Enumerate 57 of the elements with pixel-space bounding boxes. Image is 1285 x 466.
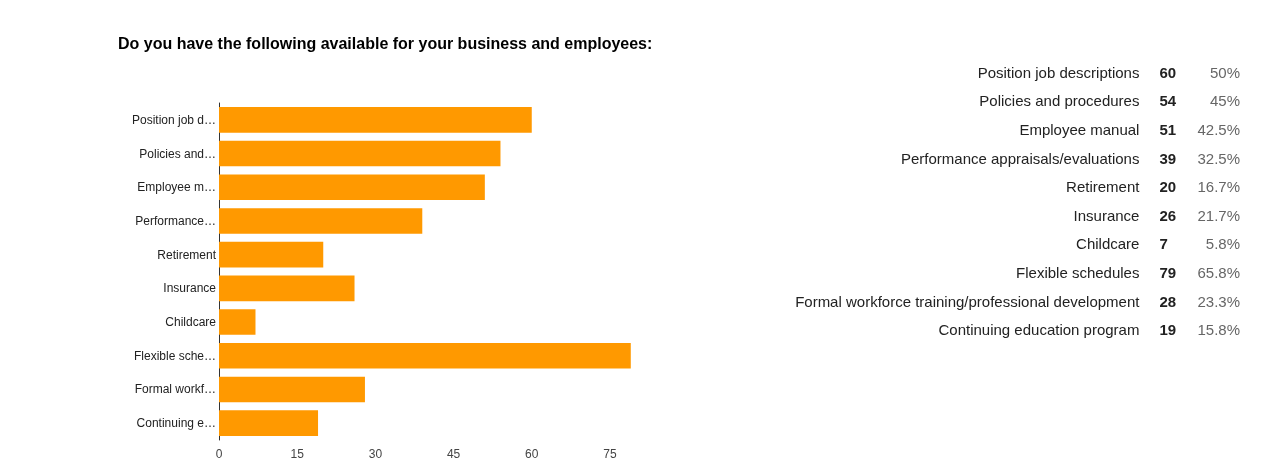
text: 39: [1159, 148, 1178, 169]
x-tick-label: 30: [368, 447, 383, 461]
y-tick-label: Policies and…: [139, 146, 216, 161]
y-tick-label: Position job d…: [131, 112, 216, 127]
text: Insurance: [1072, 205, 1141, 226]
text: 32.5%: [1197, 148, 1240, 169]
chart-title: Do you have the following available for your business and employees:: [118, 34, 653, 52]
text: Formal workforce training/professional development: [795, 291, 1141, 312]
x-tick-label: 0: [215, 447, 223, 461]
bar: [219, 275, 355, 302]
text: 60: [1159, 62, 1178, 83]
x-tick-label: 60: [525, 447, 539, 461]
text: 15.8%: [1197, 320, 1240, 341]
bar: [219, 376, 365, 403]
bar: [219, 241, 324, 268]
bar: [219, 309, 256, 335]
text: 23.3%: [1197, 291, 1240, 312]
x-tick-label: 75: [603, 447, 617, 461]
x-tick-label: 15: [290, 447, 305, 461]
text: 20: [1159, 177, 1178, 198]
text: 54: [1159, 91, 1178, 112]
text: Policies and procedures: [978, 91, 1141, 112]
text: 51: [1159, 120, 1178, 140]
bar: [219, 174, 485, 201]
y-tick-label: Continuing e…: [136, 416, 216, 431]
text: 5.8%: [1204, 234, 1240, 255]
text: 26: [1159, 205, 1178, 226]
text: Position job descriptions: [976, 62, 1141, 83]
text: 16.7%: [1197, 177, 1240, 198]
y-tick-label: Flexible sche…: [133, 348, 216, 363]
text: Retirement: [1065, 177, 1141, 198]
text: 79: [1159, 262, 1178, 283]
y-tick-label: Insurance: [163, 281, 217, 296]
text: Childcare: [1075, 234, 1141, 255]
bar: [219, 208, 423, 234]
y-tick-label: Retirement: [157, 247, 217, 262]
text: 65.8%: [1197, 262, 1240, 283]
text: Performance appraisals/evaluations: [900, 148, 1141, 169]
text: 50%: [1208, 62, 1240, 83]
bar: [219, 107, 532, 133]
y-tick-label: Childcare: [165, 315, 217, 330]
text: Employee manual: [1018, 120, 1141, 140]
x-tick-label: 45: [446, 447, 461, 461]
bar: [219, 140, 501, 167]
y-tick-label: Employee m…: [137, 180, 216, 195]
y-tick-label: Formal workf…: [134, 382, 216, 397]
text: Continuing education program: [937, 320, 1141, 341]
bar: [219, 342, 631, 369]
bar: [219, 410, 319, 436]
y-tick-label: Performance…: [135, 213, 216, 228]
text: 45%: [1208, 91, 1240, 112]
text: Flexible schedules: [1015, 262, 1141, 283]
text: 7: [1159, 234, 1169, 255]
text: 28: [1159, 291, 1178, 312]
text: 19: [1159, 320, 1178, 341]
text: 21.7%: [1197, 205, 1240, 226]
text: 42.5%: [1197, 120, 1240, 140]
